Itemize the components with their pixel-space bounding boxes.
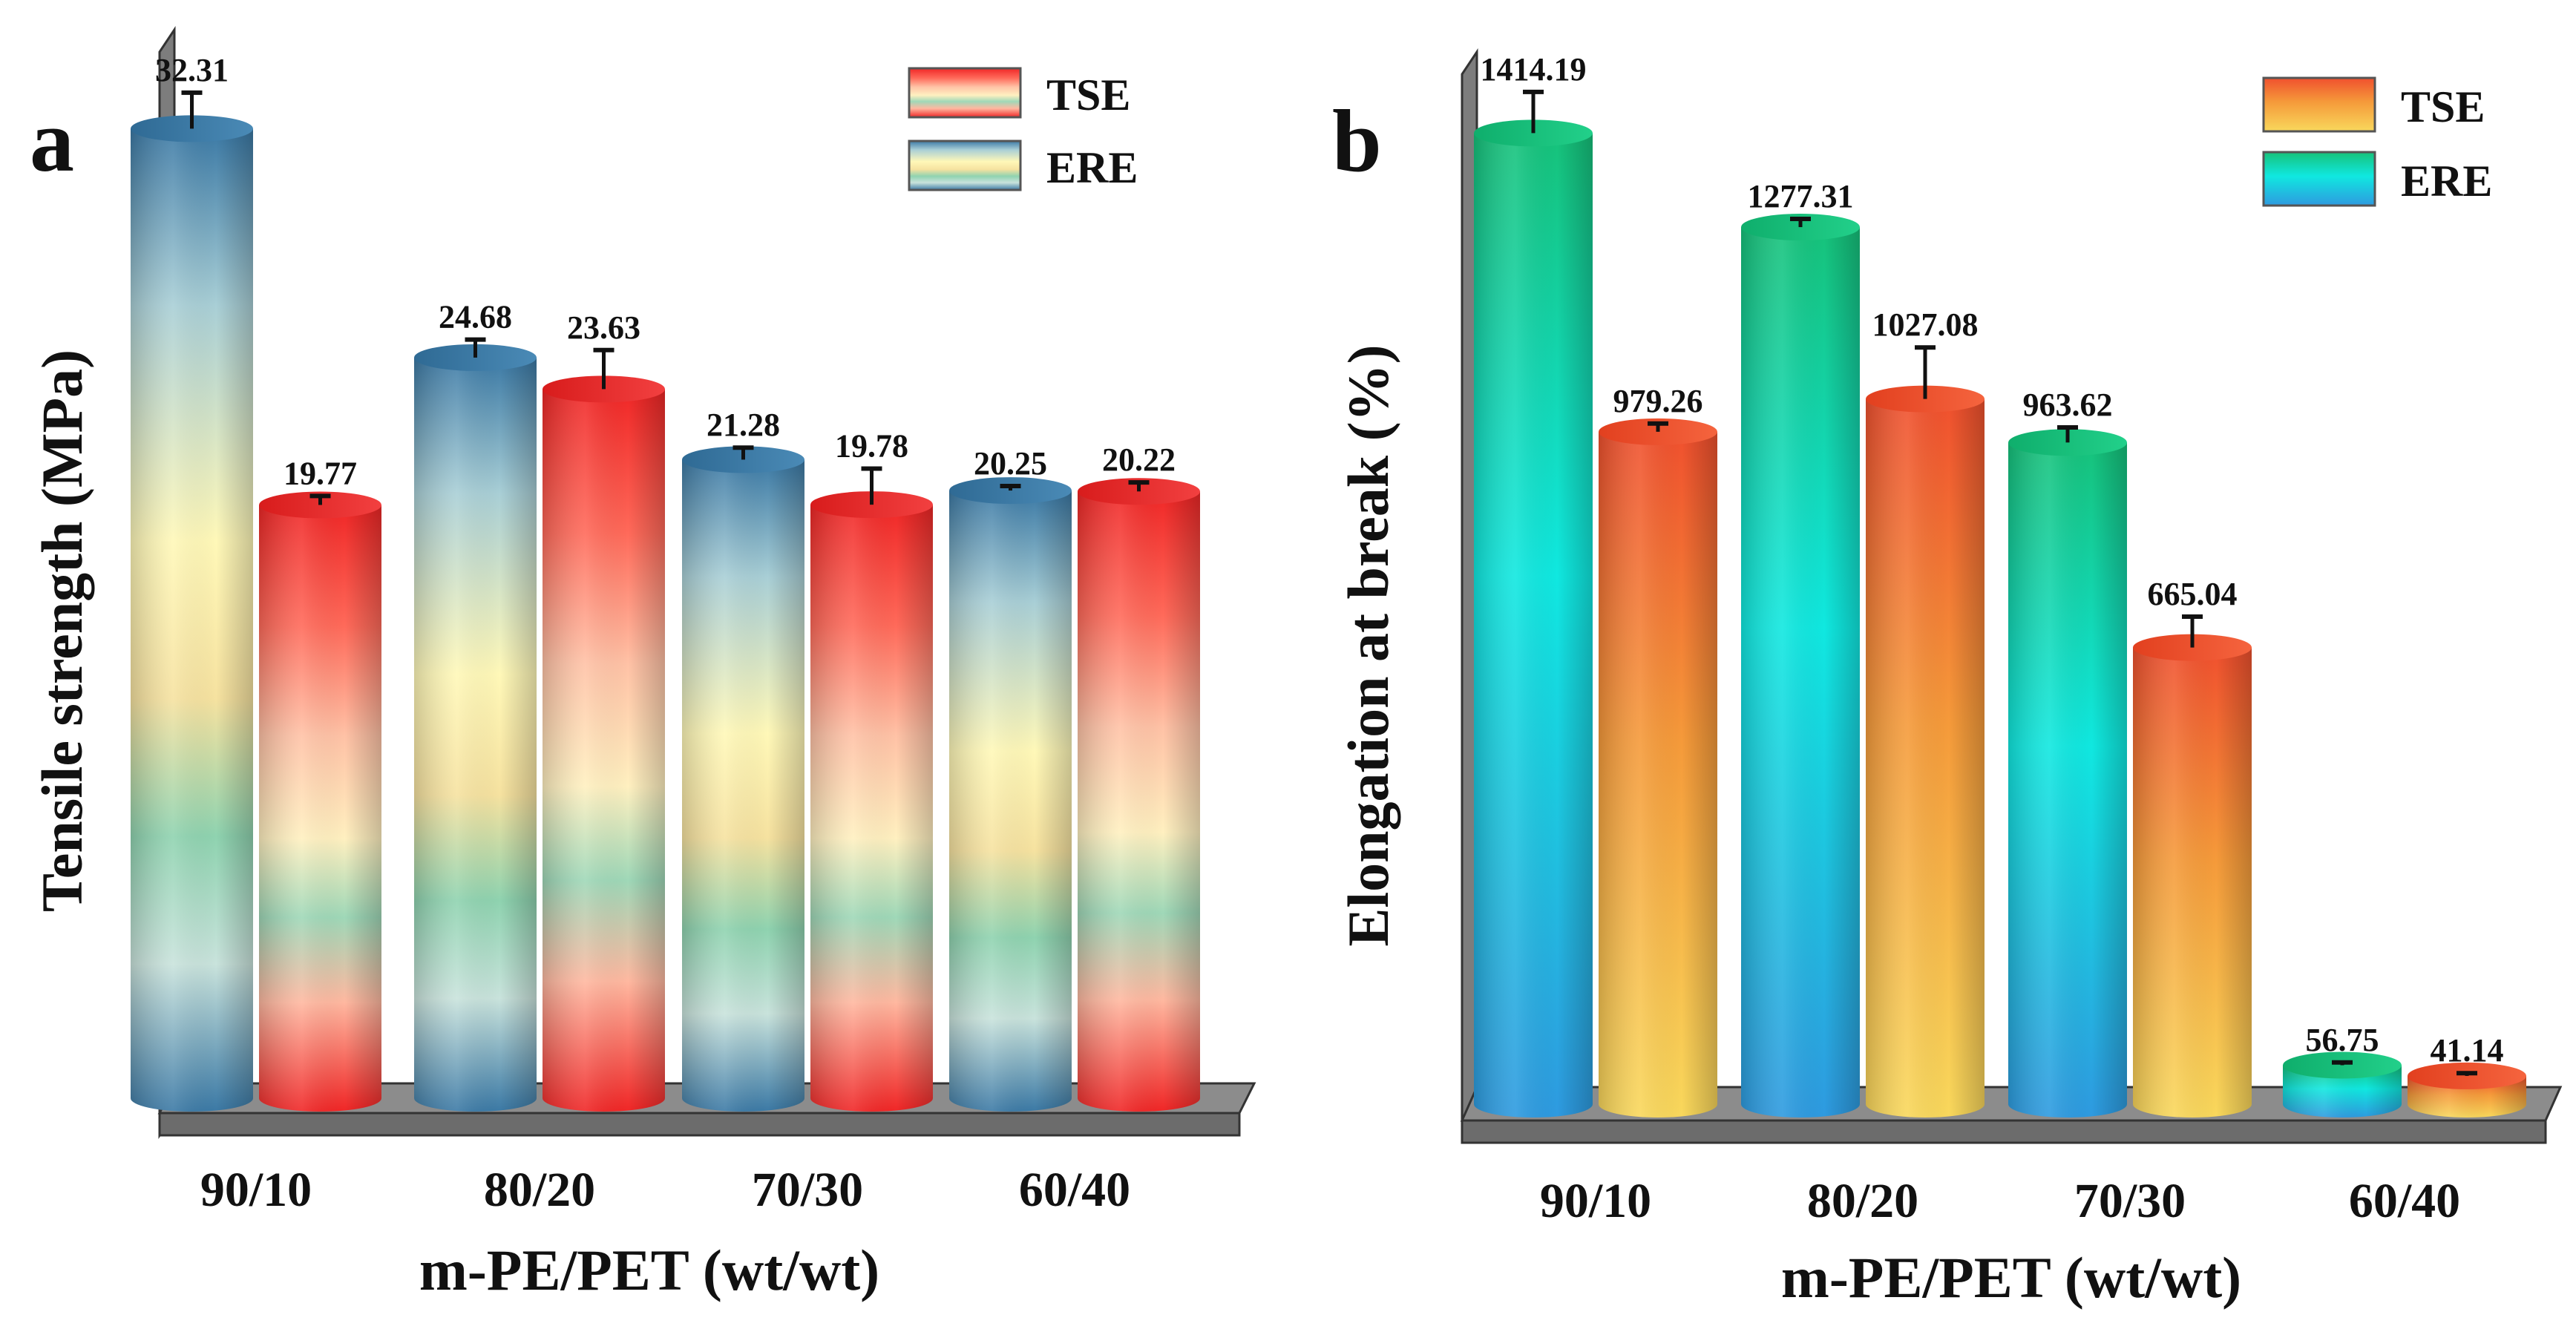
panel-a-bar-tse-70-30-shade — [810, 505, 933, 1112]
panel-a-tick-0: 90/10 — [200, 1163, 312, 1217]
panel-b-bar-ere-70-30-label: 963.62 — [2023, 387, 2113, 423]
panel-a-bar-tse-80-20-shade — [543, 389, 665, 1112]
panel-b: b 1414.19 979.26 1277.31 1027.08 963.62 665.0… — [1332, 48, 2563, 1310]
panel-b-ylabel: Elongation at break (%) — [1336, 344, 1400, 946]
panel-a-xlabel: m-PE/PET (wt/wt) — [419, 1238, 879, 1302]
panel-b-legend-swatch-ere — [2262, 151, 2376, 207]
panel-a-legend-label-tse: TSE — [1046, 70, 1130, 119]
panel-b-legend: TSE ERE — [2262, 76, 2492, 207]
panel-b-tick-2: 70/30 — [2074, 1174, 2186, 1228]
panel-a: a 32.31 19.77 24.68 23.63 21.28 19.78 20.25 20.… — [30, 26, 1256, 1302]
panel-b-legend-label-ere: ERE — [2401, 157, 2492, 206]
panel-b-bar-tse-70-30-shade — [2133, 647, 2252, 1118]
panel-a-bar-ere-90-10-label: 32.31 — [155, 52, 229, 88]
panel-b-xlabel: m-PE/PET (wt/wt) — [1781, 1245, 2241, 1310]
panel-b-bar-tse-90-10-shade — [1599, 431, 1717, 1118]
panel-a-floor-face — [158, 1112, 1241, 1137]
panel-a-bar-ere-70-30-shade — [682, 459, 804, 1112]
panel-a-bar-ere-90-10-shade — [131, 128, 253, 1112]
panel-a-bar-tse-90-10-shade — [259, 505, 381, 1112]
panel-a-legend-swatch-ere — [908, 140, 1022, 191]
panel-b-bar-ere-80-20-label: 1277.31 — [1748, 178, 1854, 214]
panel-a-tick-2: 70/30 — [752, 1163, 863, 1217]
panel-b-legend-label-tse: TSE — [2401, 82, 2485, 131]
panel-b-bar-tse-60-40-label: 41.14 — [2431, 1032, 2504, 1069]
panel-a-bar-ere-70-30-label: 21.28 — [707, 407, 780, 443]
panel-a-legend: TSE ERE — [908, 67, 1138, 192]
panel-a-tick-3: 60/40 — [1019, 1163, 1130, 1217]
panel-b-bar-ere-90-10-label: 1414.19 — [1481, 51, 1587, 88]
panel-b-floor-face — [1461, 1119, 2547, 1144]
panel-b-bar-ere-90-10-shade — [1474, 133, 1593, 1118]
panel-a-bar-tse-70-30-label: 19.78 — [835, 428, 908, 465]
panel-a-bar-ere-80-20-label: 24.68 — [439, 299, 512, 335]
panel-b-tick-3: 60/40 — [2349, 1174, 2460, 1228]
panel-b-bar-tse-80-20-label: 1027.08 — [1872, 306, 1979, 343]
panel-b-tick-0: 90/10 — [1540, 1174, 1651, 1228]
panel-a-bar-tse-60-40-shade — [1078, 491, 1200, 1112]
panel-a-bar-ere-80-20-shade — [414, 357, 537, 1112]
panel-b-letter: b — [1332, 91, 1382, 190]
panel-b-bar-ere-70-30-shade — [2008, 442, 2127, 1118]
panel-a-legend-label-ere: ERE — [1046, 143, 1138, 192]
panel-b-bar-ere-60-40-shade — [2283, 1065, 2402, 1118]
panel-a-ylabel: Tensile strength (MPa) — [30, 350, 94, 912]
panel-a-letter: a — [30, 91, 74, 190]
panel-a-bar-tse-80-20-label: 23.63 — [567, 309, 640, 346]
panel-b-bar-tse-70-30-label: 665.04 — [2148, 576, 2238, 612]
panel-a-bar-tse-90-10-label: 19.77 — [284, 455, 357, 491]
panel-b-bar-tse-90-10-label: 979.26 — [1613, 383, 1703, 419]
panel-b-bar-ere-80-20-shade — [1741, 227, 1860, 1118]
panel-a-bars: 32.31 19.77 24.68 23.63 21.28 19.78 20.25 20.22 — [131, 52, 1200, 1112]
panel-a-bar-tse-60-40-label: 20.22 — [1102, 442, 1176, 478]
panel-a-bar-ere-60-40-label: 20.25 — [974, 445, 1047, 482]
panel-b-bar-ere-60-40-label: 56.75 — [2306, 1022, 2379, 1058]
panel-a-legend-swatch-tse — [908, 67, 1022, 119]
panel-a-tick-1: 80/20 — [484, 1163, 595, 1217]
panel-b-bars: 1414.19 979.26 1277.31 1027.08 963.62 665.04 5… — [1474, 51, 2526, 1118]
panel-b-bar-tse-80-20-shade — [1866, 398, 1985, 1118]
panel-b-legend-swatch-tse — [2262, 76, 2376, 133]
panel-a-bar-ere-60-40-shade — [949, 490, 1072, 1112]
panel-b-tick-1: 80/20 — [1807, 1174, 1918, 1228]
